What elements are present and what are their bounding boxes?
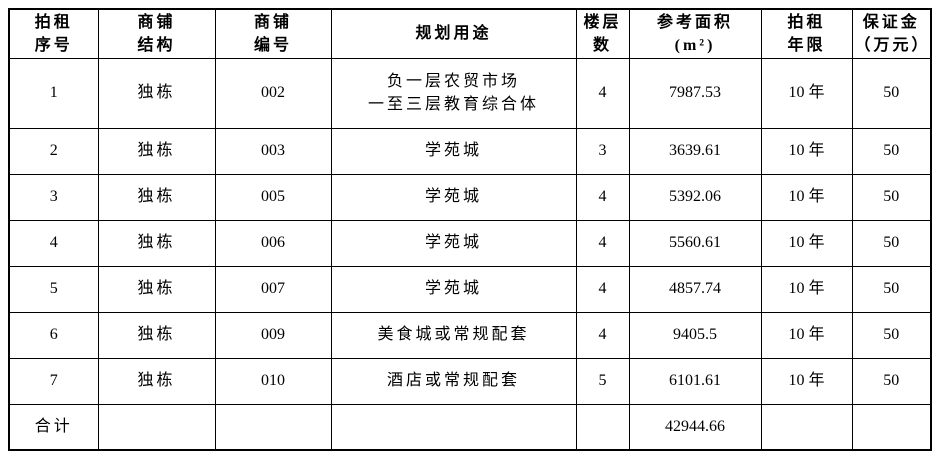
cell-floors: 5 (575, 357, 630, 405)
table-row: 4 独栋 006 学苑城 4 5560.61 10 年 50 (8, 219, 932, 267)
cell-purpose: 酒店或常规配套 (330, 357, 577, 405)
cell-code: 009 (214, 311, 332, 359)
cell-purpose: 学苑城 (330, 173, 577, 221)
header-row: 拍租 序号 商铺 结构 商铺 编号 规划用途 楼层 数 参考面积 (m²) 拍租… (8, 8, 932, 59)
table-row: 1 独栋 002 负一层农贸市场 一至三层教育综合体 4 7987.53 10 … (8, 57, 932, 129)
total-area: 42944.66 (628, 403, 762, 451)
cell-code: 007 (214, 265, 332, 313)
cell-area: 7987.53 (628, 57, 762, 129)
cell-term: 10 年 (760, 311, 853, 359)
cell-deposit: 50 (851, 173, 932, 221)
cell-purpose: 负一层农贸市场 一至三层教育综合体 (330, 57, 577, 129)
cell-deposit: 50 (851, 57, 932, 129)
cell-structure: 独栋 (97, 127, 216, 175)
cell-structure: 独栋 (97, 173, 216, 221)
cell-term: 10 年 (760, 57, 853, 129)
table-row: 2 独栋 003 学苑城 3 3639.61 10 年 50 (8, 127, 932, 175)
cell-deposit: 50 (851, 265, 932, 313)
header-cell-deposit: 保证金 （万元） (851, 8, 932, 59)
cell-purpose: 学苑城 (330, 127, 577, 175)
cell-term: 10 年 (760, 219, 853, 267)
total-term-empty (760, 403, 853, 451)
cell-deposit: 50 (851, 127, 932, 175)
cell-area: 9405.5 (628, 311, 762, 359)
cell-structure: 独栋 (97, 311, 216, 359)
cell-structure: 独栋 (97, 357, 216, 405)
header-cell-purpose: 规划用途 (330, 8, 577, 59)
cell-deposit: 50 (851, 219, 932, 267)
cell-floors: 4 (575, 57, 630, 129)
cell-area: 5392.06 (628, 173, 762, 221)
cell-seq: 3 (8, 173, 99, 221)
total-purpose-empty (330, 403, 577, 451)
cell-purpose: 美食城或常规配套 (330, 311, 577, 359)
cell-floors: 4 (575, 173, 630, 221)
cell-floors: 4 (575, 219, 630, 267)
cell-deposit: 50 (851, 357, 932, 405)
cell-code: 002 (214, 57, 332, 129)
cell-term: 10 年 (760, 265, 853, 313)
header-cell-term: 拍租 年限 (760, 8, 853, 59)
cell-floors: 4 (575, 265, 630, 313)
cell-seq: 7 (8, 357, 99, 405)
cell-structure: 独栋 (97, 57, 216, 129)
total-structure-empty (97, 403, 216, 451)
cell-deposit: 50 (851, 311, 932, 359)
cell-area: 5560.61 (628, 219, 762, 267)
total-deposit-empty (851, 403, 932, 451)
cell-seq: 1 (8, 57, 99, 129)
table-row: 7 独栋 010 酒店或常规配套 5 6101.61 10 年 50 (8, 357, 932, 405)
table-row: 3 独栋 005 学苑城 4 5392.06 10 年 50 (8, 173, 932, 221)
cell-seq: 2 (8, 127, 99, 175)
total-label: 合计 (8, 403, 99, 451)
header-cell-code: 商铺 编号 (214, 8, 332, 59)
cell-seq: 4 (8, 219, 99, 267)
rental-table: 拍租 序号 商铺 结构 商铺 编号 规划用途 楼层 数 参考面积 (m²) 拍租… (8, 8, 932, 451)
cell-seq: 6 (8, 311, 99, 359)
cell-area: 6101.61 (628, 357, 762, 405)
header-cell-floors: 楼层 数 (575, 8, 630, 59)
total-code-empty (214, 403, 332, 451)
cell-area: 4857.74 (628, 265, 762, 313)
table-row: 6 独栋 009 美食城或常规配套 4 9405.5 10 年 50 (8, 311, 932, 359)
cell-area: 3639.61 (628, 127, 762, 175)
cell-floors: 4 (575, 311, 630, 359)
header-cell-structure: 商铺 结构 (97, 8, 216, 59)
cell-code: 006 (214, 219, 332, 267)
cell-purpose: 学苑城 (330, 265, 577, 313)
table-row: 5 独栋 007 学苑城 4 4857.74 10 年 50 (8, 265, 932, 313)
cell-term: 10 年 (760, 127, 853, 175)
cell-structure: 独栋 (97, 219, 216, 267)
cell-code: 010 (214, 357, 332, 405)
total-floors-empty (575, 403, 630, 451)
header-cell-area: 参考面积 (m²) (628, 8, 762, 59)
header-cell-seq: 拍租 序号 (8, 8, 99, 59)
total-row: 合计 42944.66 (8, 403, 932, 451)
cell-term: 10 年 (760, 357, 853, 405)
cell-code: 005 (214, 173, 332, 221)
cell-structure: 独栋 (97, 265, 216, 313)
cell-code: 003 (214, 127, 332, 175)
cell-term: 10 年 (760, 173, 853, 221)
cell-floors: 3 (575, 127, 630, 175)
cell-seq: 5 (8, 265, 99, 313)
cell-purpose: 学苑城 (330, 219, 577, 267)
